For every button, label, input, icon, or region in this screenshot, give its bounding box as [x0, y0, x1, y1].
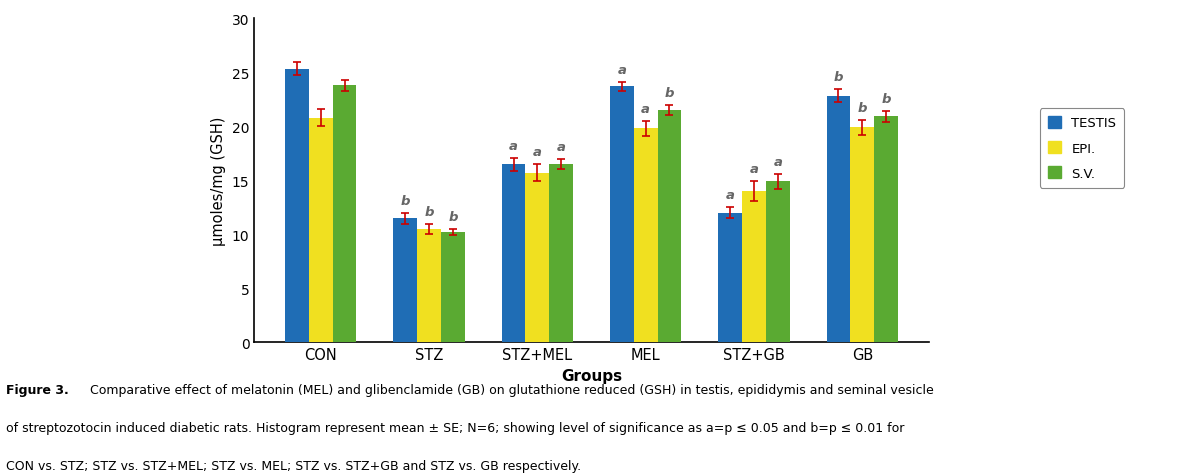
Text: a: a	[532, 146, 542, 159]
X-axis label: Groups: Groups	[561, 368, 622, 383]
Text: a: a	[750, 163, 758, 176]
Bar	[765, 182, 790, 343]
Bar	[393, 218, 418, 343]
Bar	[851, 128, 874, 343]
Text: a: a	[774, 156, 782, 169]
Bar	[441, 233, 465, 343]
Text: a: a	[618, 64, 626, 77]
Bar	[502, 165, 525, 343]
Bar	[827, 97, 851, 343]
Bar	[634, 129, 658, 343]
Bar	[742, 192, 765, 343]
Text: of streptozotocin induced diabetic rats. Histogram represent mean ± SE; N=6; sho: of streptozotocin induced diabetic rats.…	[6, 421, 904, 434]
Legend: TESTIS, EPI., S.V.: TESTIS, EPI., S.V.	[1040, 109, 1124, 188]
Text: b: b	[881, 93, 891, 106]
Text: CON vs. STZ; STZ vs. STZ+MEL; STZ vs. MEL; STZ vs. STZ+GB and STZ vs. GB respect: CON vs. STZ; STZ vs. STZ+MEL; STZ vs. ME…	[6, 459, 581, 472]
Y-axis label: µmoles/mg (GSH): µmoles/mg (GSH)	[212, 116, 226, 246]
Text: b: b	[448, 210, 458, 224]
Text: Figure 3.: Figure 3.	[6, 383, 69, 396]
Bar	[285, 70, 309, 343]
Text: b: b	[834, 71, 843, 84]
Text: b: b	[858, 101, 867, 115]
Bar	[874, 117, 898, 343]
Text: b: b	[665, 87, 674, 99]
Bar	[332, 86, 356, 343]
Bar	[658, 111, 681, 343]
Text: a: a	[725, 189, 735, 202]
Text: b: b	[425, 205, 434, 218]
Text: b: b	[401, 194, 411, 208]
Text: a: a	[509, 139, 518, 152]
Bar	[549, 165, 573, 343]
Bar	[610, 87, 634, 343]
Text: a: a	[641, 103, 651, 116]
Bar	[525, 173, 549, 343]
Bar	[718, 213, 742, 343]
Text: a: a	[557, 140, 565, 153]
Bar	[309, 119, 332, 343]
Bar	[418, 229, 441, 343]
Text: Comparative effect of melatonin (MEL) and glibenclamide (GB) on glutathione redu: Comparative effect of melatonin (MEL) an…	[86, 383, 935, 396]
